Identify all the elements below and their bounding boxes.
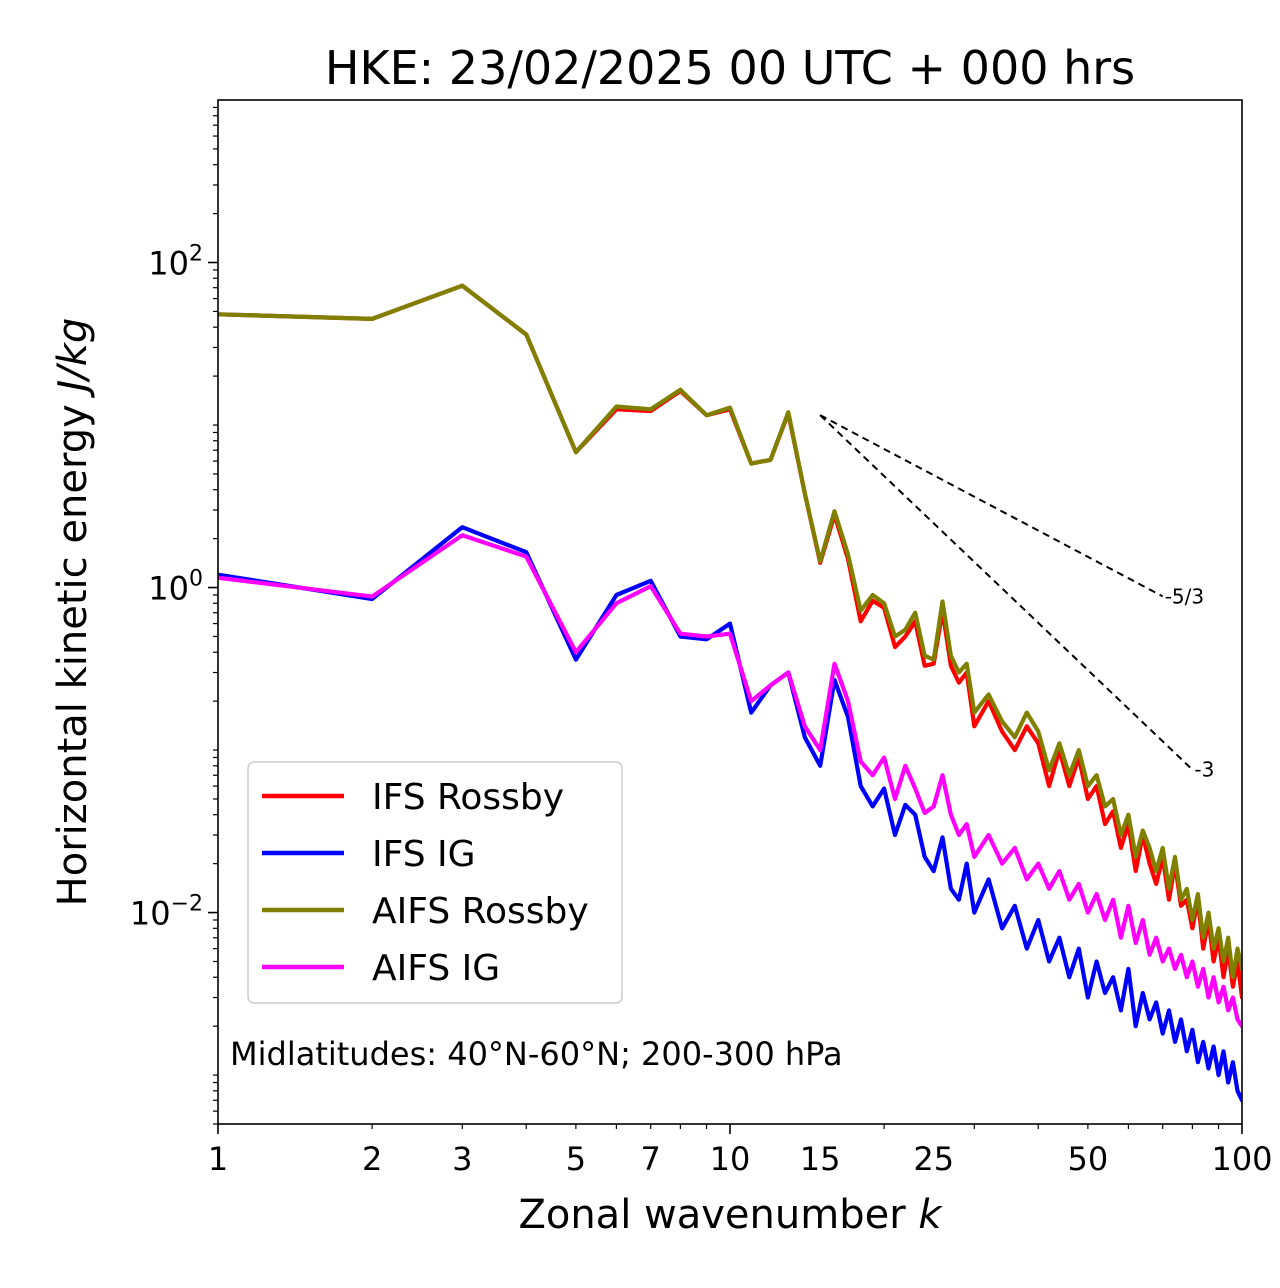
y-axis: 10−2 100 102 — [130, 106, 218, 1125]
reference-line-1 — [819, 414, 1164, 598]
x-tick-label: 25 — [913, 1140, 954, 1178]
x-axis: 1 2 3 5 7 10 15 25 50 100 — [208, 1124, 1273, 1178]
legend-label: AIFS Rossby — [372, 891, 589, 932]
series-line-aifs-rossby — [218, 283, 1242, 980]
legend-label: IFS IG — [372, 834, 476, 875]
y-tick-label: 10−2 — [130, 892, 203, 933]
x-axis-label-symbol: k — [918, 1192, 943, 1238]
x-tick-label: 7 — [641, 1140, 661, 1178]
y-tick-label: 102 — [148, 242, 203, 283]
legend-box — [247, 761, 623, 1004]
legend-label: AIFS IG — [372, 948, 500, 989]
legend-label: IFS Rossby — [372, 777, 564, 818]
y-axis-label-unit: J/kg — [50, 318, 96, 399]
x-tick-label: 3 — [452, 1140, 472, 1178]
series-line-ifs-ig — [218, 525, 1242, 1103]
x-tick-label: 10 — [710, 1140, 751, 1178]
region-annotation: Midlatitudes: 40°N-60°N; 200-300 hPa — [230, 1035, 843, 1073]
y-axis-label-text: Horizontal kinetic energy — [50, 404, 96, 906]
legend: IFS Rossby IFS IG AIFS Rossby AIFS IG — [247, 761, 623, 1004]
x-tick-label: 100 — [1211, 1140, 1272, 1178]
x-tick-label: 50 — [1068, 1140, 1109, 1178]
x-axis-label: Zonal wavenumber k — [518, 1192, 943, 1238]
reference-line-2 — [819, 414, 1194, 771]
x-tick-label: 15 — [800, 1140, 841, 1178]
x-tick-label: 2 — [362, 1140, 382, 1178]
plot-area — [218, 283, 1242, 1103]
reference-line-label: -5/3 — [1165, 584, 1204, 608]
x-axis-label-text: Zonal wavenumber — [518, 1192, 906, 1238]
reference-line-label: -3 — [1194, 758, 1214, 782]
series-line-aifs-ig — [218, 533, 1242, 1029]
chart-title: HKE: 23/02/2025 00 UTC + 000 hrs — [325, 41, 1135, 95]
x-tick-label: 1 — [208, 1140, 228, 1178]
x-tick-label: 5 — [566, 1140, 586, 1178]
y-axis-label: Horizontal kinetic energy J/kg — [50, 318, 96, 907]
y-tick-label: 100 — [148, 567, 203, 608]
reference-slope-lines: -5/3 -3 — [819, 414, 1214, 782]
